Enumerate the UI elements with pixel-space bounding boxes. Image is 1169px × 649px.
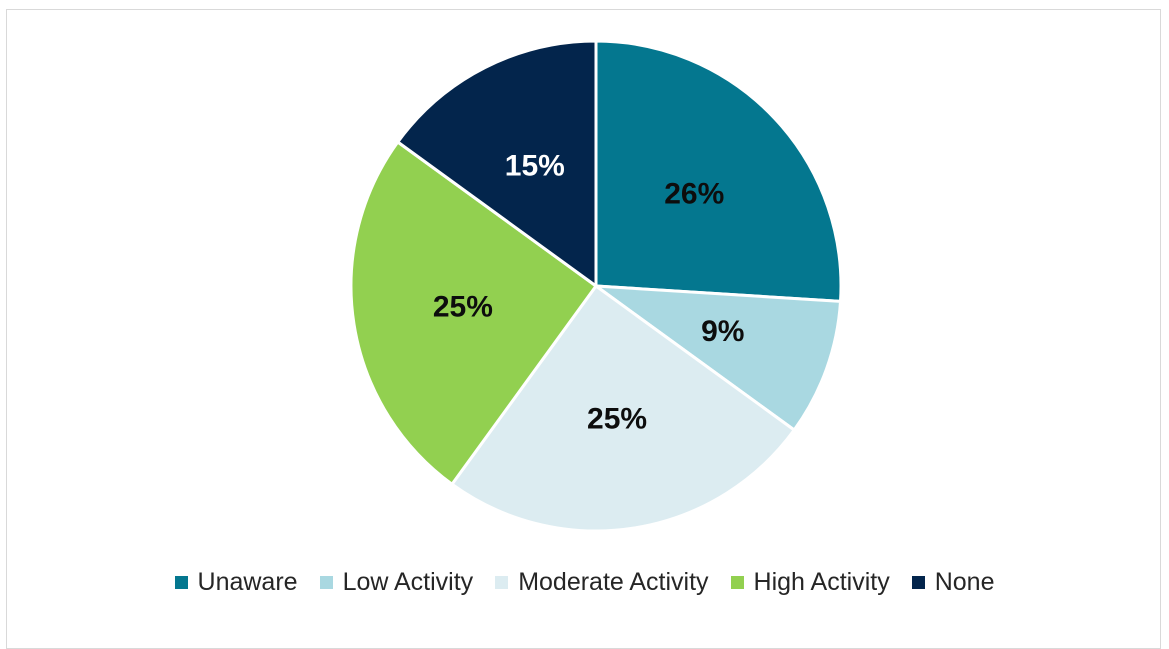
legend-swatch-high-activity: [730, 576, 744, 589]
pie-slice-low-activity: [594, 284, 843, 432]
legend-swatch-low-activity: [319, 576, 333, 589]
legend-label-none: None: [934, 568, 995, 596]
pie-slice-unaware: [594, 39, 843, 303]
chart-legend: Unaware Low Activity Moderate Activity H…: [0, 568, 1169, 597]
legend-swatch-moderate-activity: [495, 576, 509, 589]
pie-slice-moderate-activity: [450, 284, 796, 533]
legend-item-low-activity: Low Activity: [319, 568, 474, 597]
pie-slice-high-activity: [349, 140, 598, 486]
data-label-none: 15%: [505, 149, 565, 182]
legend-item-high-activity: High Activity: [730, 568, 890, 597]
pie-data-labels: 26% 9% 25% 25% 15%: [433, 149, 745, 435]
legend-swatch-none: [911, 576, 925, 589]
legend-item-moderate-activity: Moderate Activity: [495, 568, 709, 597]
legend-label-high-activity: High Activity: [753, 568, 890, 596]
data-label-high-activity: 25%: [433, 291, 493, 324]
pie-slice-none: [396, 39, 598, 288]
data-label-unaware: 26%: [664, 177, 724, 210]
legend-swatch-unaware: [174, 576, 188, 589]
data-label-low-activity: 9%: [701, 315, 744, 348]
legend-label-moderate-activity: Moderate Activity: [518, 568, 709, 596]
legend-item-none: None: [911, 568, 995, 597]
data-label-moderate-activity: 25%: [587, 403, 647, 436]
legend-item-unaware: Unaware: [174, 568, 298, 597]
pie-slices: [349, 39, 843, 533]
pie-chart: 26% 9% 25% 25% 15%: [349, 39, 843, 533]
legend-label-unaware: Unaware: [197, 568, 298, 596]
legend-label-low-activity: Low Activity: [342, 568, 474, 596]
